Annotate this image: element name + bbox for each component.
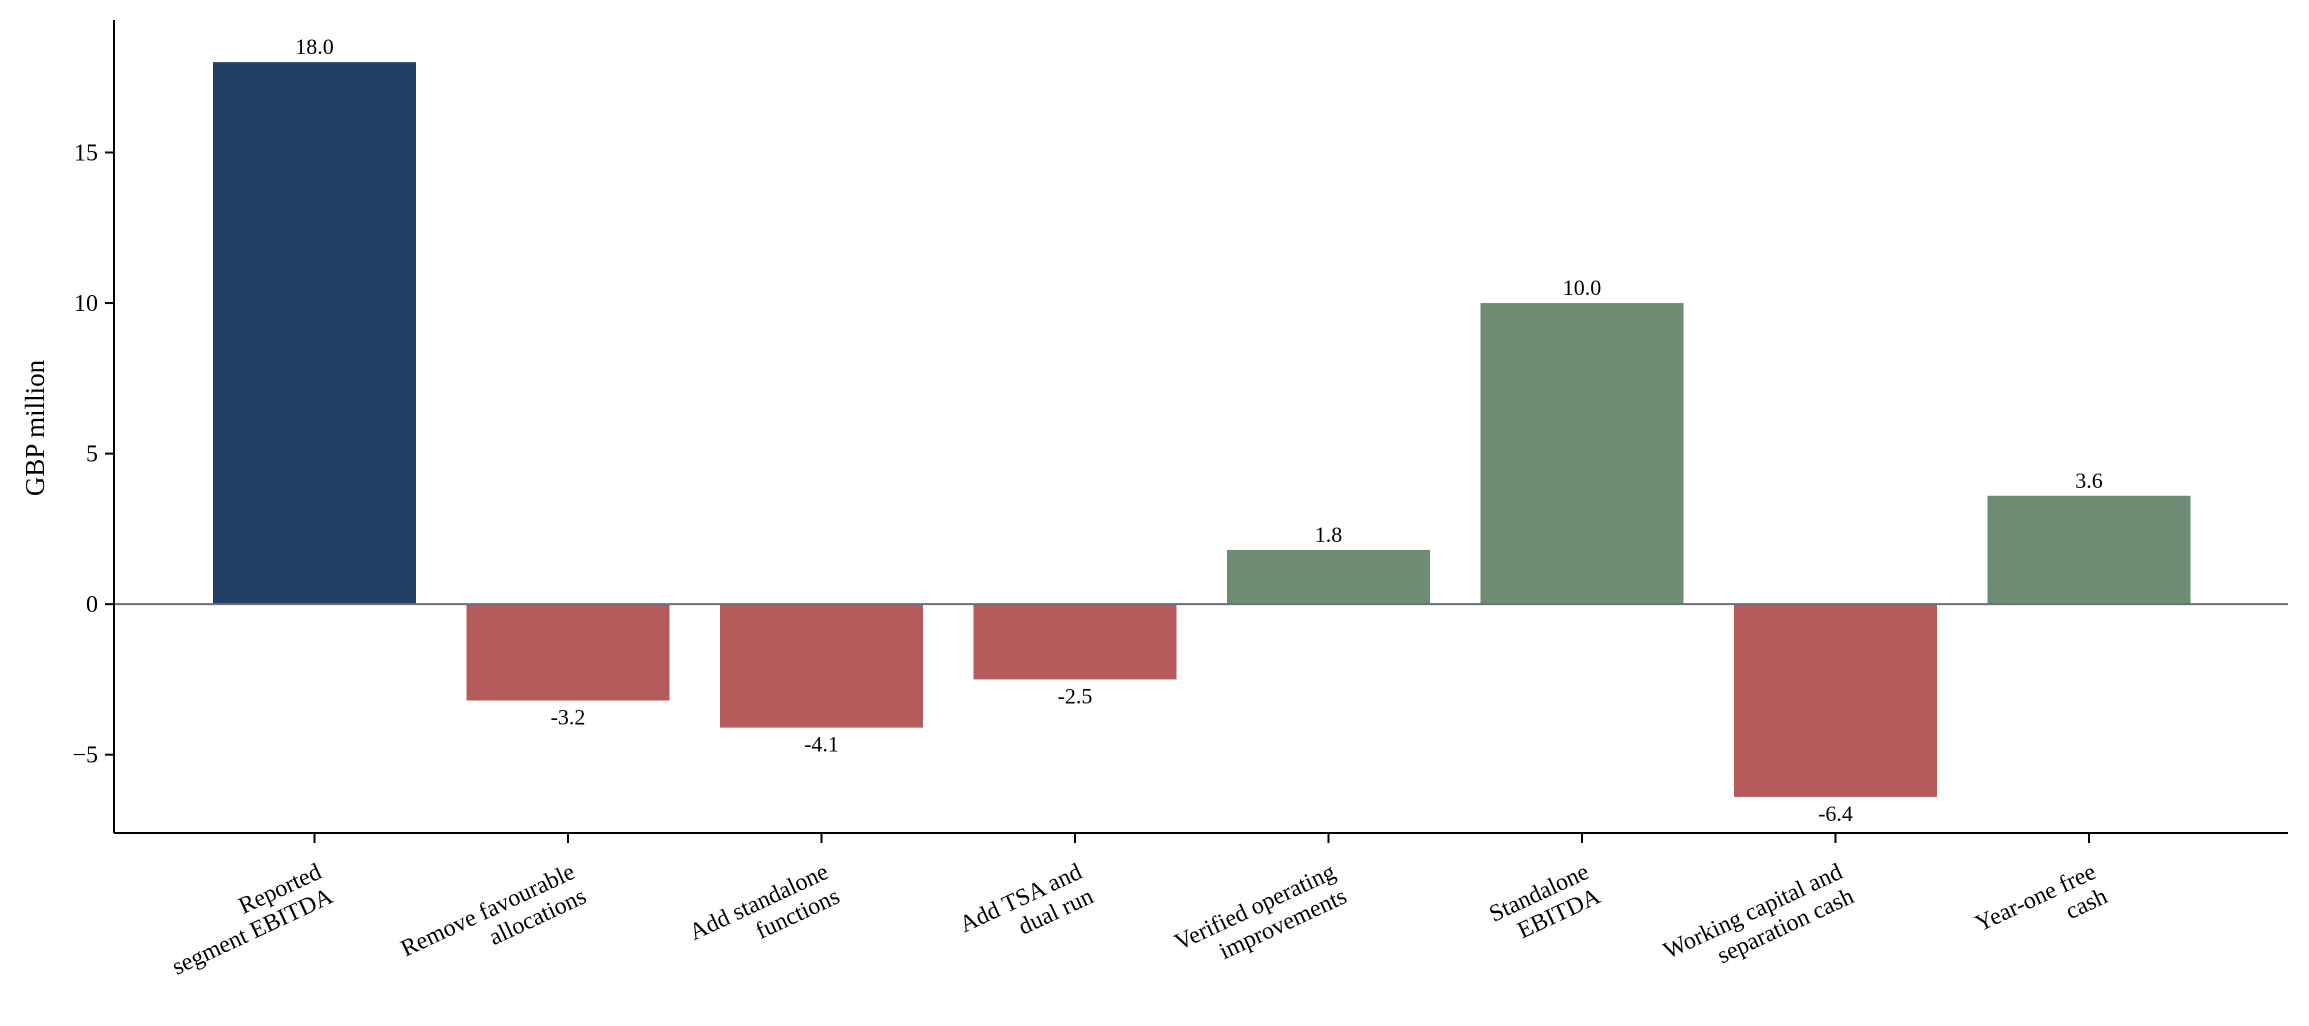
y-tick-label: 15 [74, 140, 98, 166]
data-label-7: -6.4 [1818, 801, 1853, 826]
x-tick-label-text: Working capital andseparation cash [1660, 859, 1858, 989]
x-tick-label-8: Year-one freecash [1971, 859, 2111, 962]
x-tick-label-7: Working capital andseparation cash [1660, 859, 1858, 989]
x-tick-labels-group: Reportedsegment EBITDA Remove favourablea… [157, 833, 2111, 989]
x-tick-label-text: Year-one freecash [1971, 859, 2111, 962]
x-tick-label-text: Verified operatingimprovements [1171, 859, 1351, 981]
y-tick-label: 5 [86, 442, 98, 468]
bar-6 [1480, 303, 1684, 605]
bar-1 [213, 62, 416, 605]
bars-group [213, 62, 2191, 797]
data-label-1: 18.0 [295, 34, 334, 59]
x-tick-label-text: StandaloneEBITDA [1485, 859, 1605, 952]
bar-5 [1227, 549, 1430, 605]
data-label-4: -2.5 [1058, 683, 1093, 708]
y-tick-label: −5 [72, 743, 98, 769]
x-tick-label-1: Reportedsegment EBITDA [157, 859, 338, 981]
y-tick-label: 10 [74, 291, 98, 317]
x-tick-label-6: StandaloneEBITDA [1485, 859, 1605, 952]
x-tick-label-text: Add TSA anddual run [956, 859, 1098, 963]
data-labels-group: 18.0 -3.2 -4.1 -2.5 1.8 10.0 -6.4 3.6 [295, 34, 2103, 826]
data-label-8: 3.6 [2075, 468, 2103, 493]
bar-4 [973, 604, 1177, 680]
x-tick-label-text: Add standalonefunctions [686, 859, 844, 970]
bar-7 [1734, 604, 1937, 797]
x-tick-label-2: Remove favourableallocations [397, 859, 590, 987]
data-label-3: -4.1 [804, 732, 839, 757]
data-label-6: 10.0 [1563, 275, 1602, 300]
x-tick-label-5: Verified operatingimprovements [1171, 859, 1351, 981]
data-label-2: -3.2 [551, 705, 586, 730]
x-tick-label-text: Reportedsegment EBITDA [157, 859, 338, 981]
data-label-5: 1.8 [1315, 522, 1343, 547]
x-tick-label-4: Add TSA anddual run [956, 859, 1098, 963]
x-tick-label-3: Add standalonefunctions [686, 859, 844, 970]
bar-8 [1987, 495, 2191, 605]
x-tick-label-text: Remove favourableallocations [397, 859, 590, 987]
bar-2 [466, 604, 670, 701]
axes-group: −5 0 5 10 15 [72, 20, 2288, 834]
y-axis-label: GBP million [20, 359, 50, 496]
y-tick-label: 0 [86, 592, 98, 618]
bar-3 [720, 604, 923, 728]
